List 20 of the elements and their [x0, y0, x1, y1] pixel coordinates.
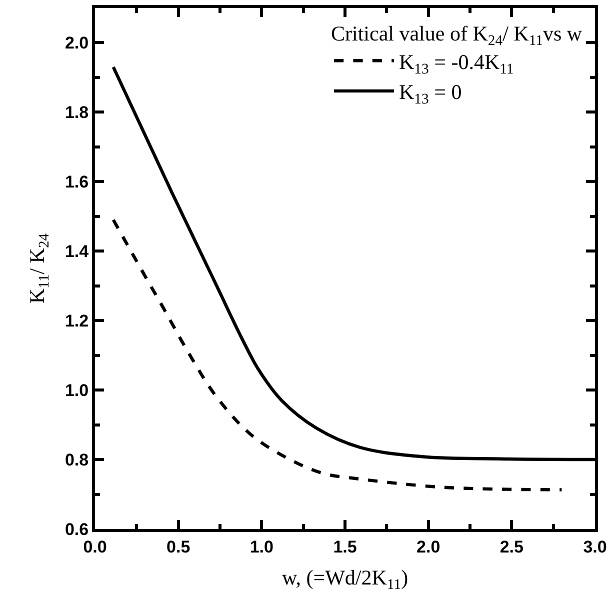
x-axis-title: w, (=Wd/2K$_{11}$): [282, 566, 408, 594]
x-tick-label: 1.5: [333, 537, 357, 556]
y-tick-label: 1.8: [64, 103, 89, 122]
y-tick-label: 0.6: [64, 520, 89, 539]
x-tick-label: 0.5: [166, 537, 190, 556]
y-tick-label: 0.8: [64, 450, 89, 470]
x-tick-label: 2.5: [500, 537, 524, 556]
x-tick-label: 1.0: [250, 537, 274, 556]
legend-label: K$_{13}$ = 0: [399, 80, 462, 108]
y-tick-label: 2.0: [64, 34, 89, 53]
y-tick-label: 1.2: [64, 312, 89, 331]
x-tick-label: 0.0: [83, 537, 107, 556]
y-tick-label: 1.4: [64, 242, 90, 262]
x-tick-label: 2.0: [416, 537, 440, 556]
legend-label: K$_{13}$ = -0.4K$_{11}$: [399, 50, 514, 78]
legend-title: Critical value of K$_{24}$/ K$_{11}$vs w: [331, 22, 583, 49]
y-tick-label: 1.0: [64, 381, 89, 400]
line-series: [112, 218, 564, 492]
y-tick-label: 1.6: [64, 172, 89, 192]
x-tick-label: 3.0: [583, 537, 607, 556]
